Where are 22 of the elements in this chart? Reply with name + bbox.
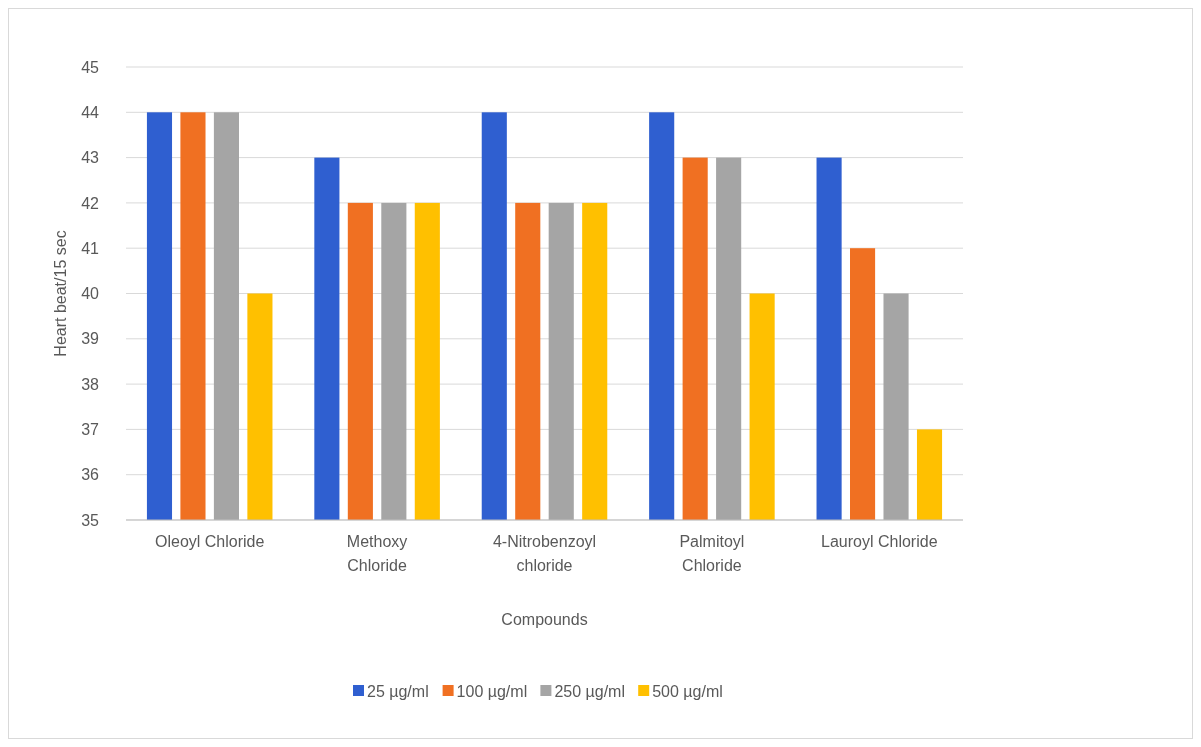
x-tick-label: 4-Nitrobenzoyl chloride <box>492 533 597 574</box>
x-tick-label: Palmitoyl Chloride <box>679 533 745 574</box>
y-tick-label: 38 <box>81 375 100 393</box>
x-tick-label: Methoxy Chloride <box>346 533 408 574</box>
y-tick-label: 36 <box>81 466 100 484</box>
y-tick-label: 35 <box>81 511 100 529</box>
y-tick-label: 45 <box>81 58 100 76</box>
y-tick-label: 42 <box>81 194 100 212</box>
legend-label: 100 µg/ml <box>456 682 528 700</box>
y-tick-label: 40 <box>81 285 100 303</box>
x-tick-label: Lauroyl Chloride <box>821 533 938 550</box>
y-tick-label: 41 <box>81 239 100 257</box>
y-tick-label: 44 <box>81 103 100 121</box>
y-tick-label: 39 <box>81 330 100 348</box>
y-tick-label: 37 <box>81 421 100 438</box>
legend-label: 500 µg/ml <box>652 682 723 700</box>
x-axis-title: Compounds <box>501 611 588 628</box>
legend-label: 25 µg/ml <box>367 682 429 700</box>
y-axis-title: Heart beat/15 sec <box>52 230 69 357</box>
y-tick-label: 43 <box>81 149 100 167</box>
legend-label: 250 µg/ml <box>554 682 625 700</box>
x-tick-label: Oleoyl Chloride <box>155 533 265 550</box>
